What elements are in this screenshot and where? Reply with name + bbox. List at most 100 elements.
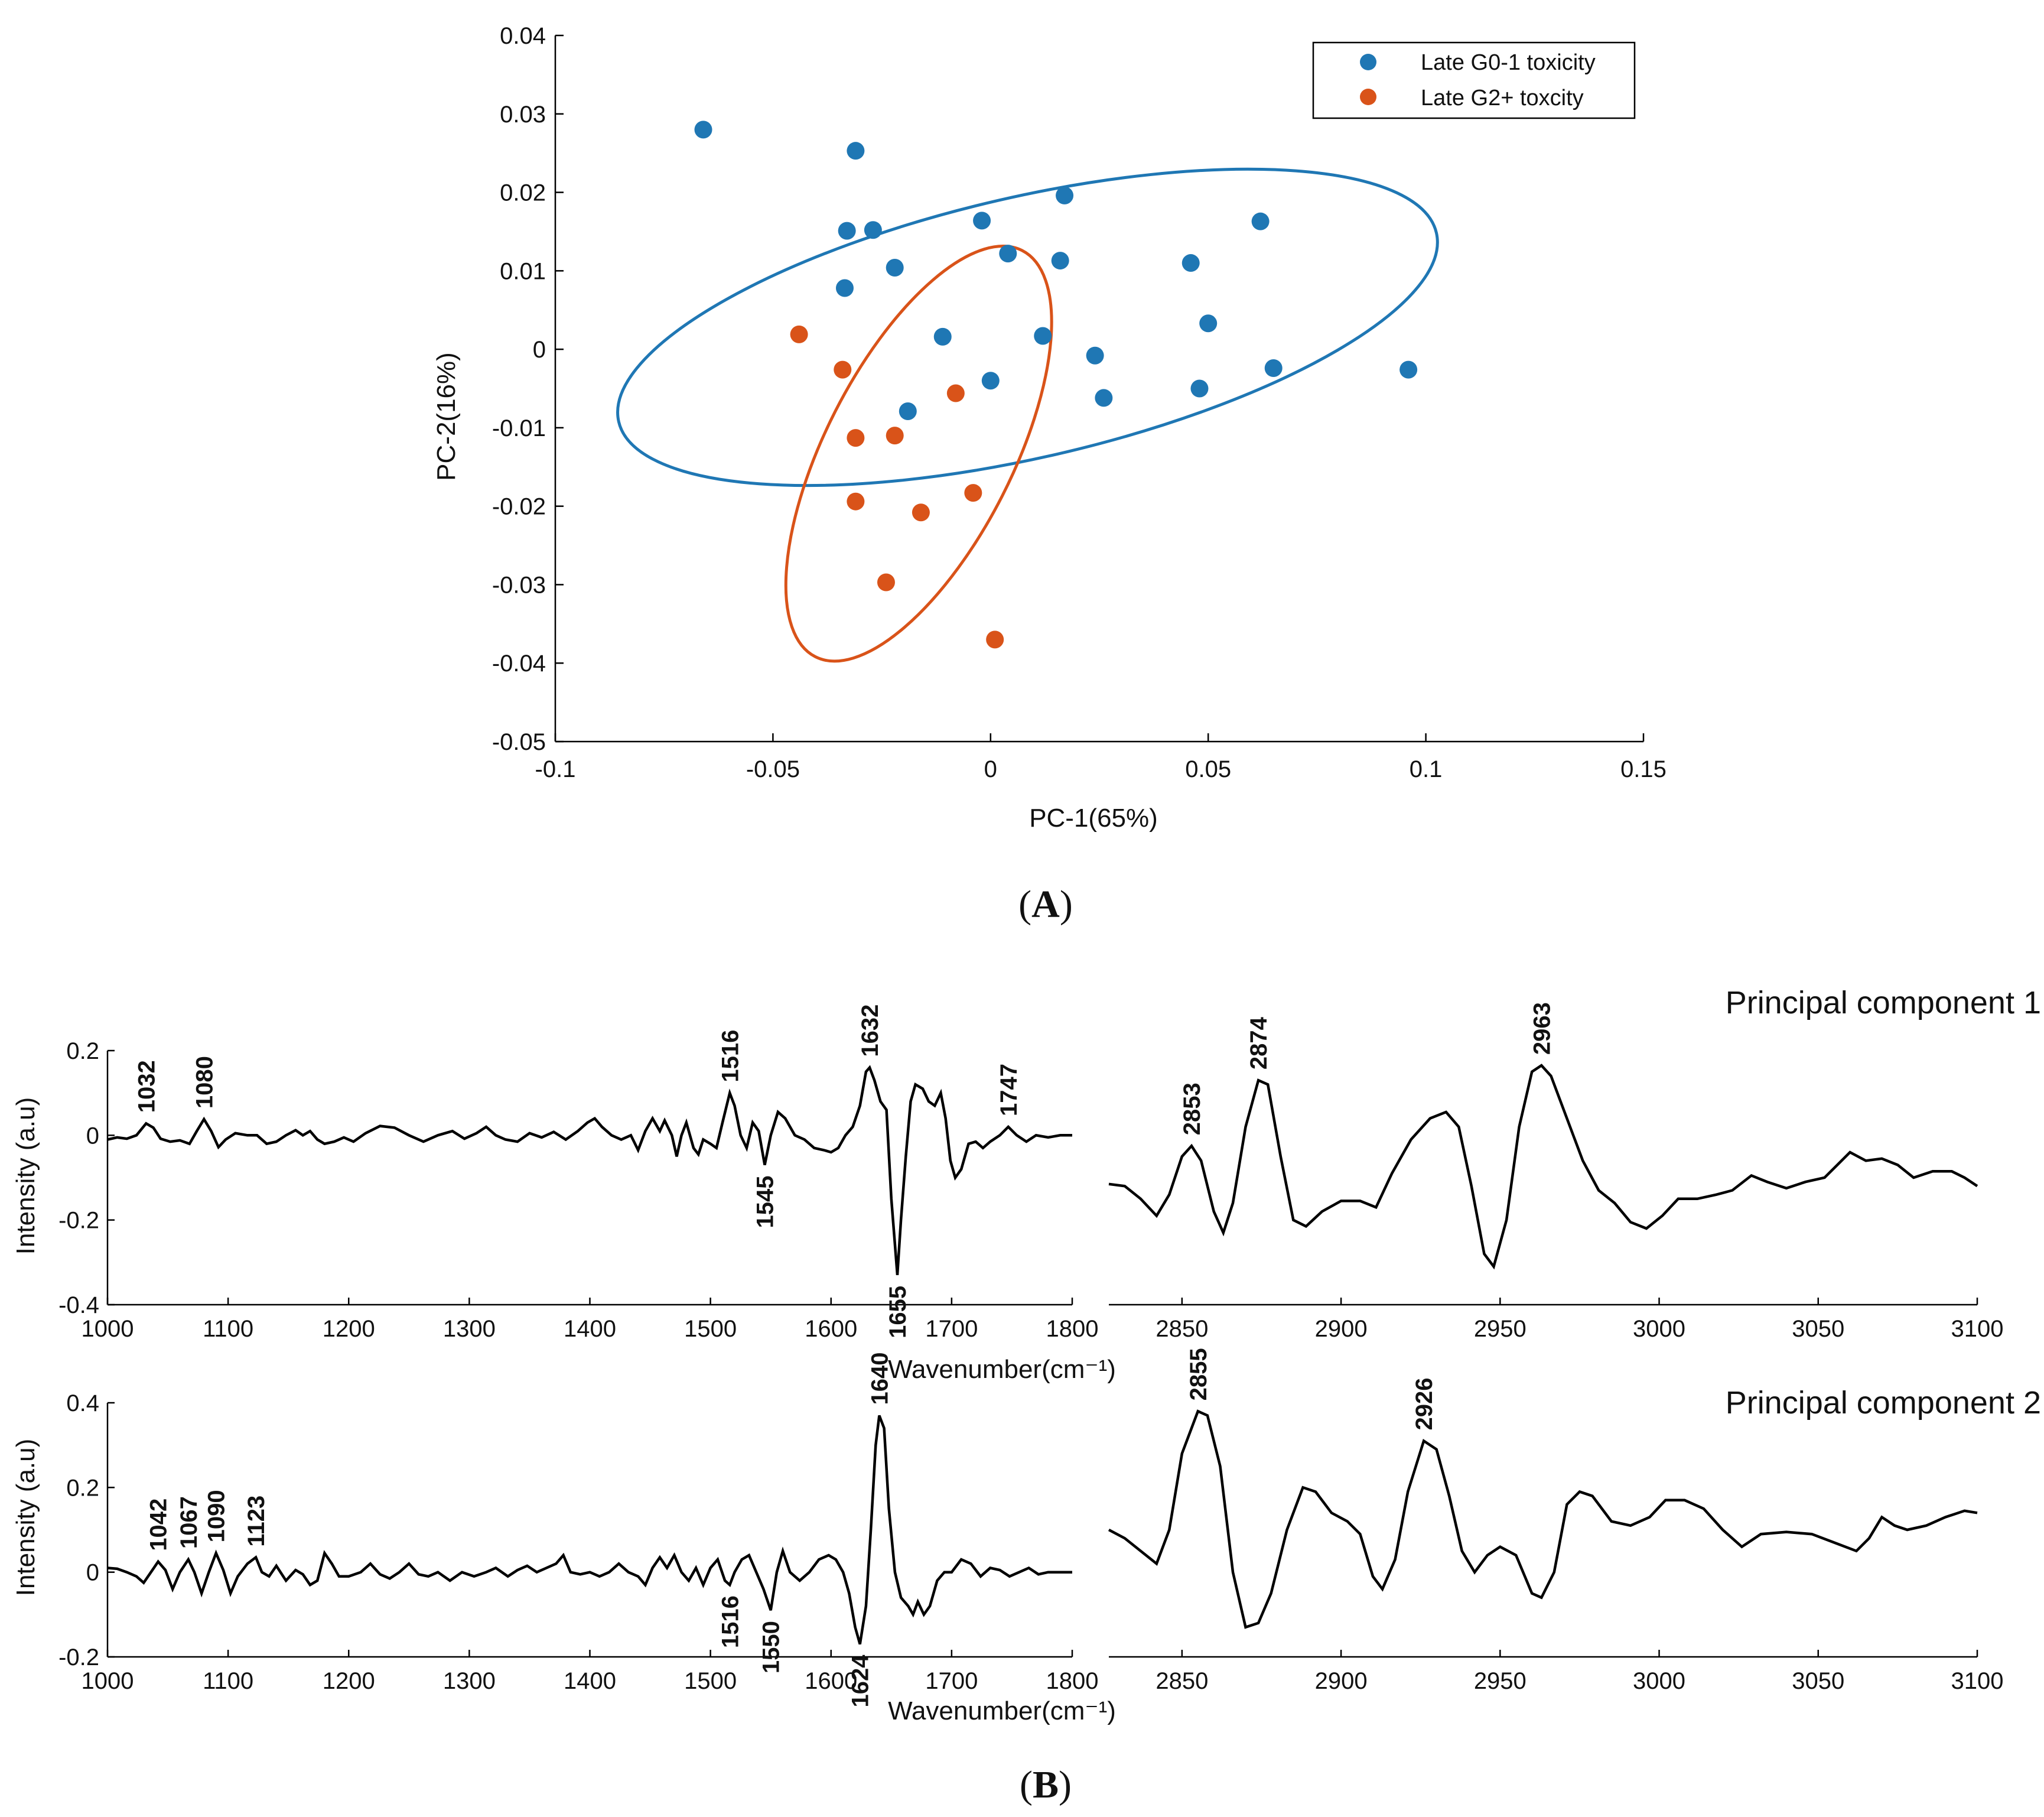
g01-confidence-ellipse bbox=[616, 167, 1439, 487]
legend-label-g2: Late G2+ toxcity bbox=[1421, 86, 1584, 110]
x-tick-label: 2900 bbox=[1315, 1668, 1368, 1694]
peak-label: 1545 bbox=[752, 1176, 778, 1228]
g01-data-point bbox=[886, 259, 904, 277]
x-tick-label: 1700 bbox=[925, 1668, 978, 1694]
panel-label-b: (B) bbox=[1020, 1763, 1072, 1806]
pca-y-tick-label: -0.01 bbox=[492, 415, 546, 441]
pc2-title: Principal component 2 bbox=[1726, 1385, 2041, 1421]
x-tick-label: 1600 bbox=[805, 1668, 857, 1694]
peak-label: 1624 bbox=[848, 1655, 874, 1708]
y-tick-label: -0.2 bbox=[58, 1208, 99, 1234]
x-tick-label: 1500 bbox=[684, 1668, 737, 1694]
pca-y-tick-label: 0.02 bbox=[500, 180, 546, 206]
x-tick-label: 2900 bbox=[1315, 1316, 1368, 1342]
pc1-ch-line bbox=[1108, 1064, 1978, 1270]
g01-data-point bbox=[1251, 212, 1270, 230]
pc2-fingerprint-xlabel: Wavenumber(cm⁻¹) bbox=[888, 1696, 1116, 1725]
peak-label: 1516 bbox=[717, 1595, 743, 1648]
g2-data-point bbox=[847, 492, 865, 511]
g2-data-point bbox=[964, 484, 982, 502]
x-tick-label: 1200 bbox=[323, 1316, 375, 1342]
x-tick-label: 3100 bbox=[1951, 1316, 2004, 1342]
x-tick-label: 3050 bbox=[1792, 1668, 1844, 1694]
peak-label: 2926 bbox=[1411, 1378, 1437, 1431]
pca-x-axis-label: PC-1(65%) bbox=[1029, 804, 1158, 833]
legend-label-g01: Late G0-1 toxicity bbox=[1421, 50, 1596, 75]
g2-data-point bbox=[834, 360, 852, 379]
x-tick-label: 1300 bbox=[443, 1316, 496, 1342]
g01-data-point bbox=[1190, 379, 1209, 398]
g01-data-point bbox=[1399, 360, 1418, 379]
peak-label: 1080 bbox=[191, 1056, 217, 1109]
g01-data-point bbox=[981, 372, 1000, 390]
pca-x-tick-label: 0.05 bbox=[1185, 756, 1231, 782]
g01-data-point bbox=[973, 212, 991, 230]
legend-marker-g01 bbox=[1360, 54, 1376, 70]
pca-x-tick-label: 0.15 bbox=[1620, 756, 1667, 782]
g01-data-point bbox=[1199, 314, 1218, 333]
pc1-fingerprint-ylabel: Intensity (a.u) bbox=[11, 1097, 40, 1255]
x-tick-label: 3050 bbox=[1792, 1316, 1844, 1342]
x-tick-label: 1300 bbox=[443, 1668, 496, 1694]
x-tick-label: 1000 bbox=[82, 1668, 134, 1694]
g2-data-point bbox=[877, 573, 895, 591]
pca-y-tick-label: 0 bbox=[533, 337, 546, 363]
g2-data-point bbox=[912, 503, 930, 522]
x-tick-label: 1600 bbox=[805, 1316, 857, 1342]
peak-label: 1550 bbox=[759, 1621, 785, 1673]
y-tick-label: -0.2 bbox=[58, 1644, 99, 1670]
g01-data-point bbox=[1086, 346, 1104, 365]
y-tick-label: 0.2 bbox=[66, 1475, 99, 1501]
pca-y-tick-label: 0.01 bbox=[500, 258, 546, 284]
g01-data-point bbox=[1051, 252, 1069, 270]
x-tick-label: 2950 bbox=[1474, 1316, 1527, 1342]
peak-label: 2855 bbox=[1186, 1348, 1212, 1400]
g01-data-point bbox=[694, 121, 712, 139]
x-tick-label: 2950 bbox=[1474, 1668, 1527, 1694]
peak-label: 1032 bbox=[134, 1060, 160, 1113]
x-tick-label: 2850 bbox=[1156, 1668, 1208, 1694]
x-tick-label: 1100 bbox=[203, 1668, 253, 1694]
pc2-ch-line bbox=[1108, 1409, 1978, 1629]
g2-data-point bbox=[946, 384, 965, 402]
y-tick-label: 0.2 bbox=[66, 1038, 99, 1064]
peak-label: 1090 bbox=[204, 1490, 230, 1542]
pca-y-axis-label: PC-2(16%) bbox=[432, 352, 461, 481]
pc1-title: Principal component 1 bbox=[1726, 985, 2041, 1020]
g2-data-point bbox=[790, 325, 808, 343]
peak-label: 1640 bbox=[867, 1353, 893, 1405]
pca-x-tick-label: 0 bbox=[984, 756, 997, 782]
pca-y-tick-label: 0.04 bbox=[500, 23, 546, 49]
g01-data-point bbox=[899, 402, 917, 421]
pca-y-tick-label: -0.05 bbox=[492, 729, 546, 755]
g01-data-point bbox=[847, 142, 865, 160]
g01-data-point bbox=[1095, 389, 1113, 407]
pca-y-tick-label: -0.02 bbox=[492, 494, 546, 520]
peak-label: 2963 bbox=[1529, 1002, 1555, 1055]
g01-data-point bbox=[933, 327, 952, 346]
y-tick-label: 0.4 bbox=[66, 1390, 99, 1416]
x-tick-label: 1200 bbox=[323, 1668, 375, 1694]
x-tick-label: 3000 bbox=[1633, 1668, 1685, 1694]
g01-data-point bbox=[1056, 186, 1074, 204]
peak-label: 2853 bbox=[1179, 1083, 1205, 1135]
x-tick-label: 2850 bbox=[1156, 1316, 1208, 1342]
x-tick-label: 1400 bbox=[564, 1316, 616, 1342]
x-tick-label: 1100 bbox=[203, 1316, 253, 1342]
pca-y-tick-label: -0.03 bbox=[492, 572, 546, 598]
g01-data-point bbox=[838, 222, 856, 240]
g01-data-point bbox=[864, 221, 882, 239]
panel-label-a: (A) bbox=[1018, 883, 1073, 926]
pc2-fingerprint-ylabel: Intensity (a.u) bbox=[11, 1439, 40, 1597]
pca-legend: Late G0-1 toxicity Late G2+ toxcity bbox=[1312, 41, 1636, 119]
g01-data-point bbox=[835, 279, 854, 297]
pc2-fingerprint-line bbox=[107, 1415, 1072, 1645]
g2-data-point bbox=[847, 429, 865, 447]
pca-scatter-chart: -0.1 -0.05 0 0.05 0.1 0.15 -0.05-0.04-0.03-0.… bbox=[432, 23, 1667, 833]
g01-data-point bbox=[1034, 327, 1052, 345]
peak-label: 2874 bbox=[1246, 1016, 1272, 1070]
x-tick-label: 1800 bbox=[1046, 1668, 1099, 1694]
pc2-ch-stretch-chart: 2850 2900 2950 3000 3050 3100 2855 2926 Princip… bbox=[1108, 1348, 2041, 1694]
peak-label: 1632 bbox=[857, 1005, 883, 1057]
